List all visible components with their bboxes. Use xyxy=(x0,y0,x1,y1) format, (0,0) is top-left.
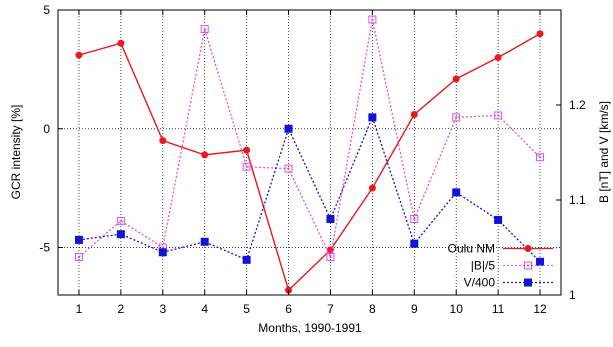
x-tick-label: 8 xyxy=(369,302,376,316)
y-axis-title-left: GCR intensity [%] xyxy=(9,105,23,200)
data-point xyxy=(158,248,167,257)
data-point-center xyxy=(455,116,458,119)
x-tick-label: 2 xyxy=(118,302,125,316)
data-point xyxy=(116,230,125,239)
data-point-center xyxy=(497,114,500,117)
data-point-center xyxy=(539,156,542,159)
legend: Oulu NM |B|/5 V/400 xyxy=(448,242,553,290)
legend-marker xyxy=(524,245,532,252)
data-point xyxy=(452,113,461,122)
data-point xyxy=(410,215,419,223)
y-tick-label-right: 1.2 xyxy=(569,98,586,112)
x-tick-label: 11 xyxy=(492,302,505,316)
y-tick-label-left: -5 xyxy=(39,241,50,255)
data-point xyxy=(410,239,419,248)
legend-marker xyxy=(524,278,532,287)
data-point xyxy=(536,153,545,162)
data-point xyxy=(494,111,503,120)
data-point xyxy=(159,137,167,145)
data-point xyxy=(74,235,83,244)
series-line xyxy=(78,33,541,292)
series-1 xyxy=(74,15,545,261)
data-point-center xyxy=(77,256,80,258)
x-tick-label: 3 xyxy=(159,302,166,316)
data-point-center xyxy=(119,219,122,222)
data-point-center xyxy=(329,256,332,258)
x-axis-title: Months, 1990-1991 xyxy=(258,321,362,335)
data-point xyxy=(410,111,418,118)
data-point xyxy=(75,51,83,59)
data-point xyxy=(368,184,376,192)
data-point xyxy=(494,54,502,61)
x-tick-label: 9 xyxy=(411,302,418,316)
series-line xyxy=(78,115,541,263)
data-point xyxy=(284,164,293,173)
legend-label: Oulu NM xyxy=(448,242,495,256)
data-point xyxy=(284,124,293,133)
data-point xyxy=(494,215,503,224)
x-tick-label: 6 xyxy=(285,302,292,316)
data-point xyxy=(536,30,544,38)
data-point xyxy=(117,39,125,47)
data-point xyxy=(368,113,377,122)
legend-marker xyxy=(524,261,532,270)
data-point xyxy=(200,237,209,246)
legend-marker-center xyxy=(527,264,529,267)
series-2 xyxy=(74,113,545,266)
legend-label: |B|/5 xyxy=(471,259,496,273)
data-point xyxy=(326,215,335,223)
series-layer xyxy=(74,15,545,294)
data-point xyxy=(452,188,461,197)
x-tick-label: 5 xyxy=(243,302,250,316)
x-tick-label: 1 xyxy=(76,302,83,316)
data-point xyxy=(326,253,335,261)
y-tick-label-right: 1.1 xyxy=(569,193,586,207)
data-point xyxy=(243,146,251,154)
x-tick-label: 7 xyxy=(327,302,334,316)
data-point xyxy=(536,257,545,266)
x-tick-label: 4 xyxy=(201,302,208,316)
x-tick-label: 12 xyxy=(533,302,547,316)
data-point xyxy=(242,255,251,264)
plot-frame xyxy=(57,9,562,296)
y-axis-title-right: B [nT] and V [km/s] xyxy=(597,101,611,203)
data-point xyxy=(116,216,125,225)
data-point-center xyxy=(203,28,206,30)
series-0 xyxy=(75,30,544,294)
data-point xyxy=(368,15,377,24)
data-point-center xyxy=(413,218,416,220)
data-point-center xyxy=(161,246,164,249)
data-point-center xyxy=(371,18,374,21)
y-tick-label-left: 5 xyxy=(43,3,50,17)
data-point xyxy=(200,25,209,33)
plot-area xyxy=(58,10,561,295)
data-point-center xyxy=(287,167,290,170)
legend-label: V/400 xyxy=(464,276,496,290)
data-point xyxy=(201,151,209,159)
data-point xyxy=(74,253,83,261)
x-tick-label: 10 xyxy=(450,302,464,316)
series-line xyxy=(78,19,541,260)
y-tick-label-left: 0 xyxy=(43,122,50,136)
data-point-center xyxy=(245,165,248,168)
y-tick-label-right: 1 xyxy=(569,288,576,302)
data-point xyxy=(452,75,460,83)
data-point xyxy=(242,162,251,171)
